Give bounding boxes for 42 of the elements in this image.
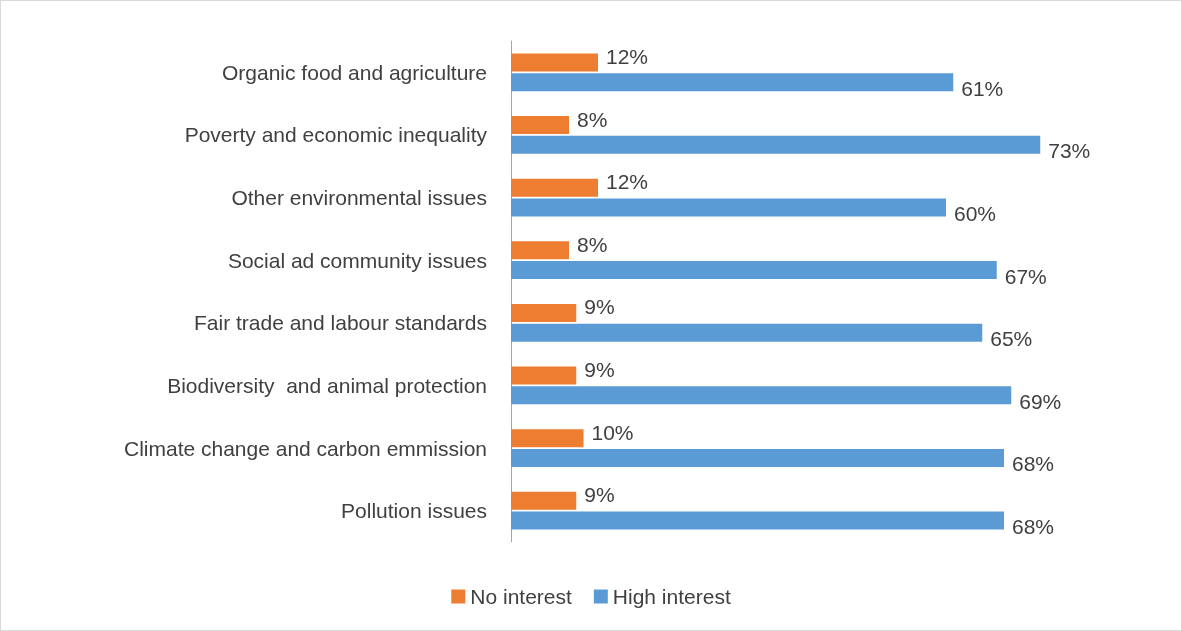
bar [511, 73, 954, 92]
bar [511, 116, 569, 135]
data-label: 68% [1012, 515, 1055, 539]
legend-label: No interest [470, 585, 572, 608]
bar [511, 198, 946, 217]
data-label: 69% [1019, 389, 1062, 413]
bar [511, 53, 598, 72]
bar [511, 261, 997, 280]
data-label: 73% [1048, 139, 1091, 163]
data-label: 9% [584, 358, 615, 382]
data-label: 12% [606, 170, 649, 194]
y-tick-label: Climate change and carbon emmission [123, 436, 487, 460]
bar [511, 386, 1012, 405]
data-label: 9% [584, 295, 615, 319]
data-label: 9% [584, 483, 615, 507]
y-tick-label: Poverty and economic inequality [184, 123, 488, 147]
data-label: 10% [591, 420, 634, 444]
y-tick-label: Pollution issues [341, 499, 487, 523]
data-label: 65% [990, 327, 1033, 351]
data-label: 12% [606, 44, 649, 68]
data-label: 68% [1012, 452, 1055, 476]
data-label: 67% [1004, 264, 1047, 288]
bar [511, 448, 1004, 467]
bar [511, 491, 577, 510]
y-tick-label: Fair trade and labour standards [193, 311, 487, 335]
data-label: 60% [954, 201, 997, 225]
bar [511, 511, 1004, 530]
legend-label: High interest [612, 585, 731, 608]
y-tick-label: Other environmental issues [231, 186, 487, 210]
bar [511, 366, 577, 385]
bar [511, 135, 1041, 154]
data-label: 8% [577, 107, 608, 131]
y-tick-label: Biodiversity and animal protection [167, 373, 487, 397]
bar [511, 429, 584, 448]
bar [511, 303, 577, 322]
bar [511, 323, 983, 342]
data-label: 8% [577, 232, 608, 256]
y-tick-label: Social ad community issues [227, 248, 487, 272]
data-label: 61% [961, 76, 1004, 100]
bar [511, 178, 598, 197]
y-tick-label: Organic food and agriculture [222, 60, 487, 84]
bar [511, 241, 569, 260]
